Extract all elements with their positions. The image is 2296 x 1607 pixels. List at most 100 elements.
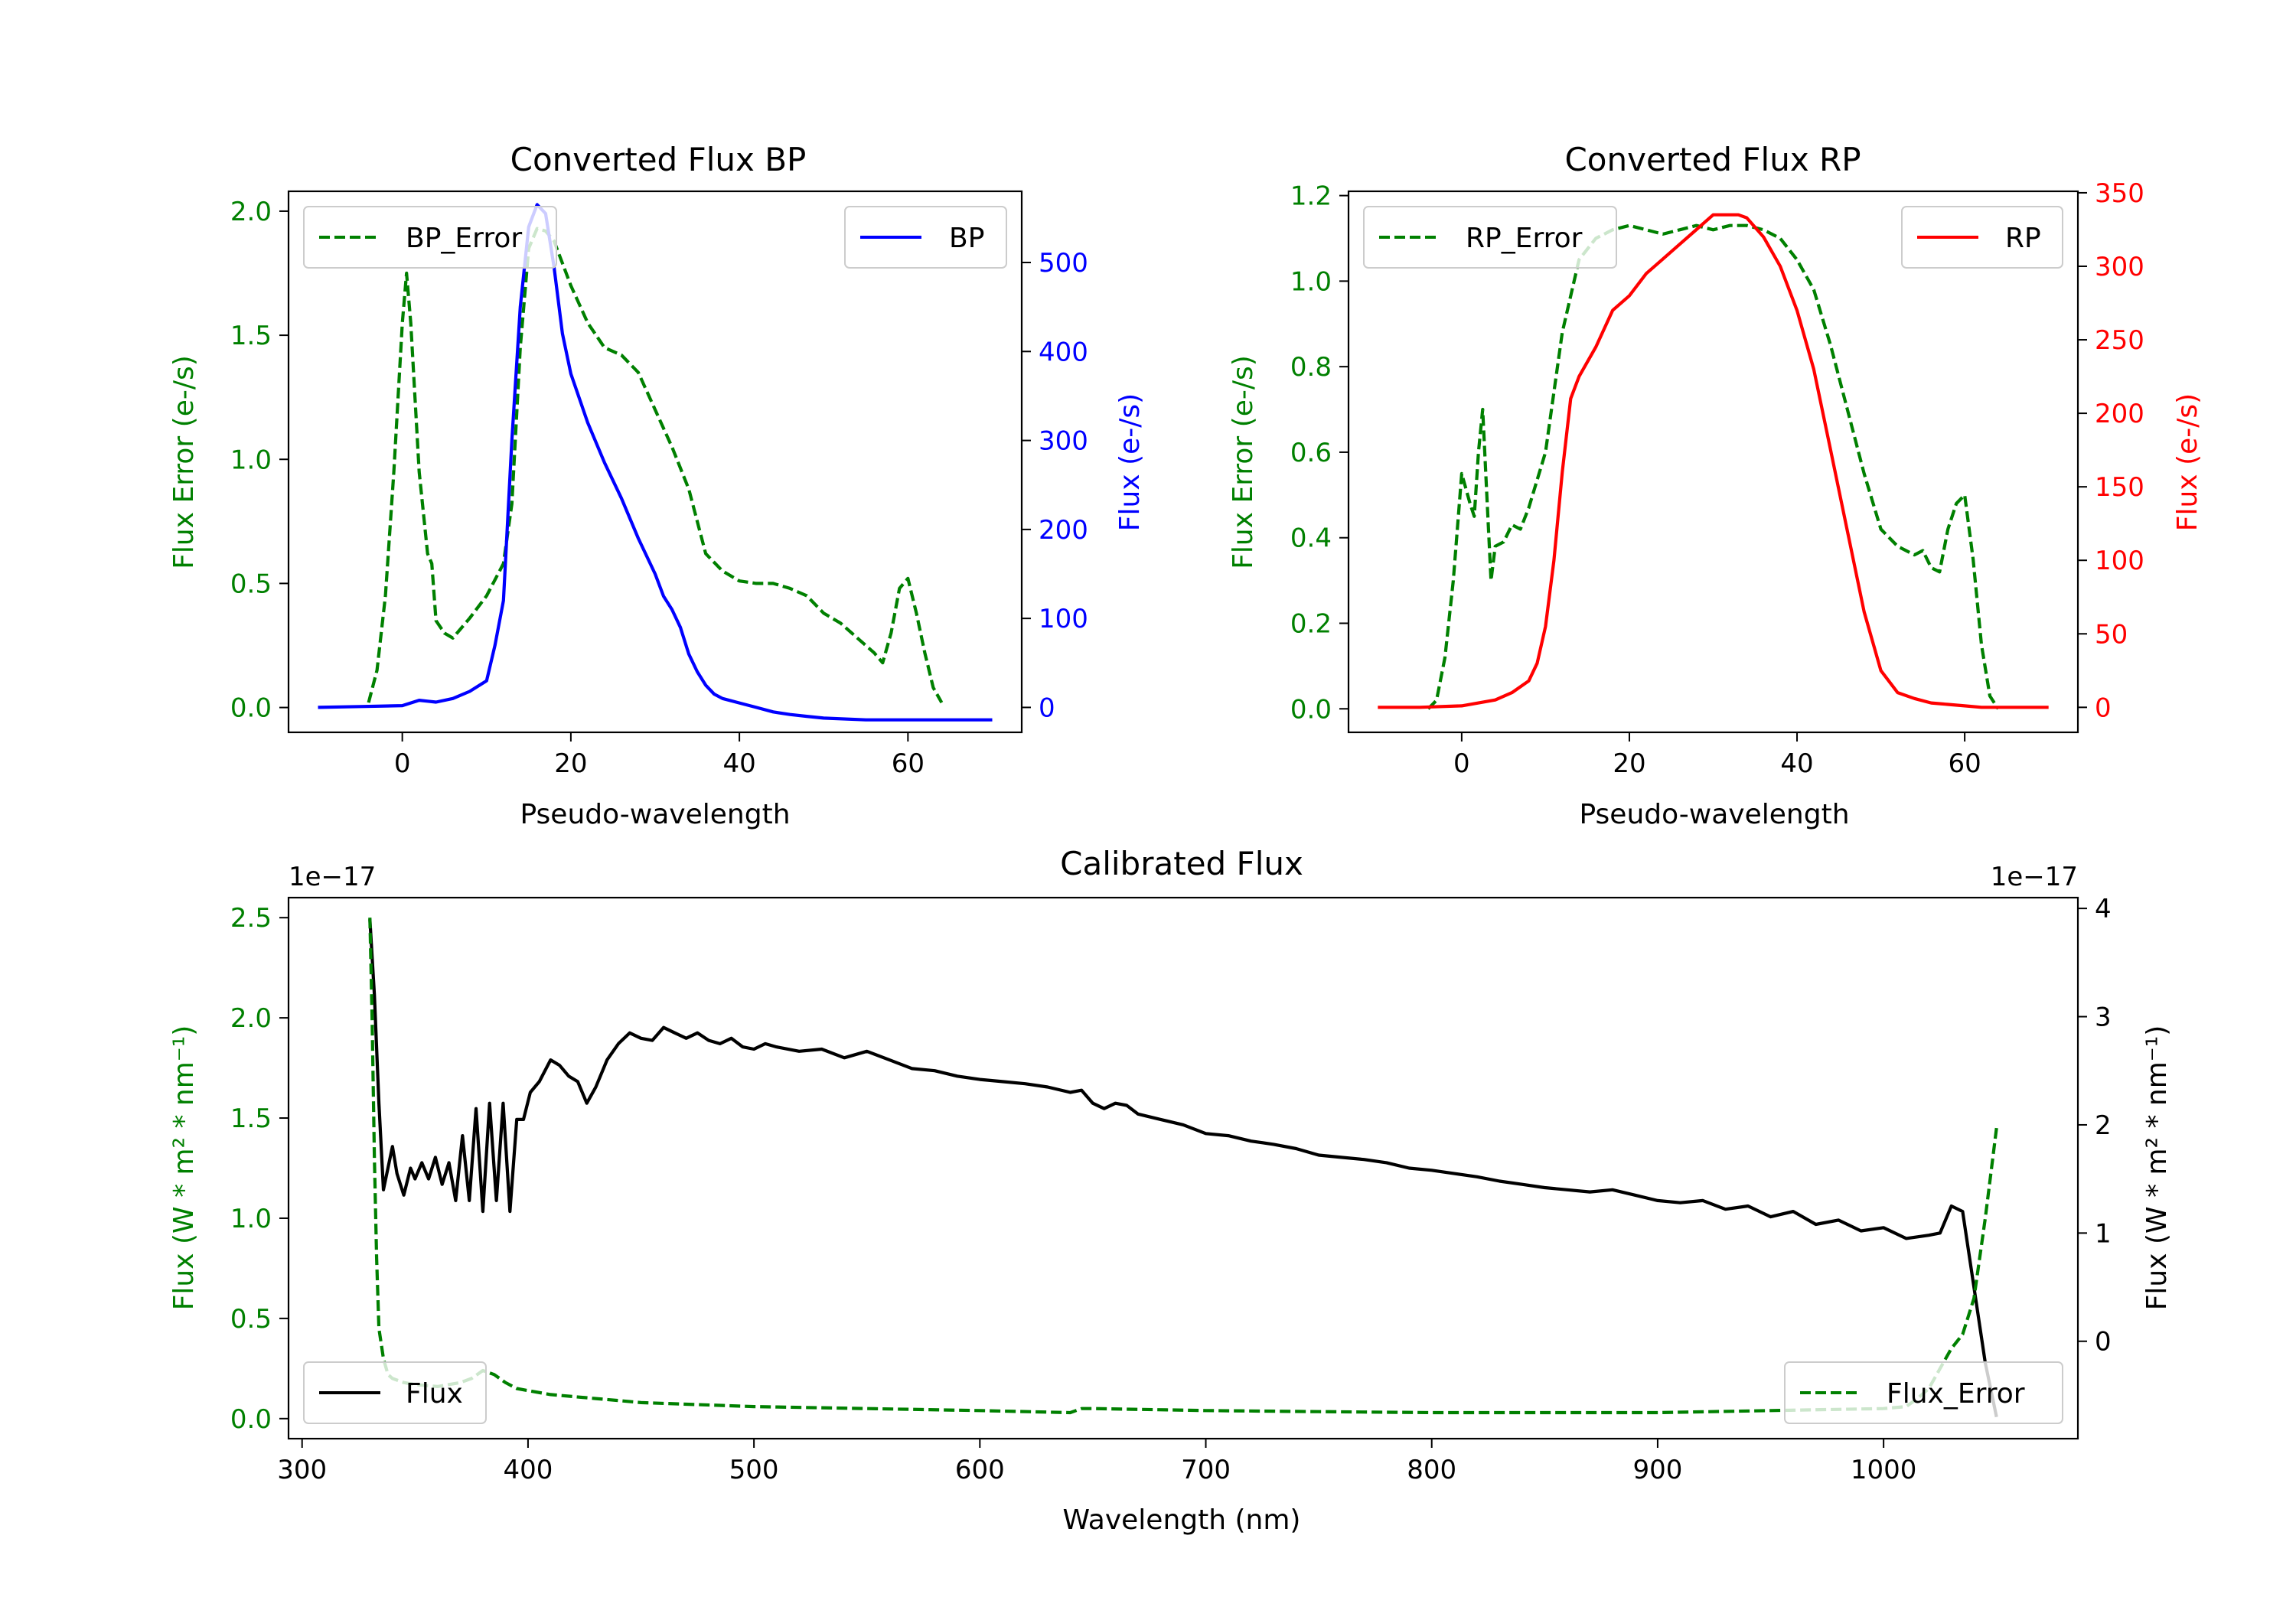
bp-series-bp-error — [367, 227, 944, 704]
rp-axes-frame — [1347, 190, 2079, 734]
rp-yticks-left: 0.0 0.2 0.4 0.6 0.8 1.0 1.2 — [1290, 181, 1349, 725]
cal-title: Calibrated Flux — [1060, 845, 1303, 882]
cal-xtick-label: 600 — [955, 1455, 1005, 1485]
bp-legend-flux-label: BP — [949, 223, 984, 254]
cal-xtick-label: 400 — [503, 1455, 553, 1485]
rp-xtick-label: 40 — [1780, 748, 1813, 779]
bp-legend-error-label: BP_Error — [406, 223, 522, 254]
rp-ytick-left-label: 0.0 — [1290, 694, 1332, 725]
bp-xtick-label: 20 — [554, 748, 587, 779]
rp-ytick-left-label: 1.2 — [1290, 181, 1332, 212]
bp-ytick-right-label: 100 — [1039, 604, 1088, 634]
cal-ytick-left-label: 2.0 — [230, 1003, 272, 1034]
rp-xtick-label: 20 — [1613, 748, 1645, 779]
rp-ytick-right-label: 350 — [2095, 178, 2144, 209]
cal-yticks-right: 0 1 2 3 4 — [2078, 894, 2112, 1358]
cal-yticks-left: 0.0 0.5 1.0 1.5 2.0 2.5 — [230, 903, 289, 1435]
bp-xticks: 0 20 40 60 — [394, 732, 925, 779]
cal-ytick-right-label: 1 — [2095, 1218, 2112, 1249]
bp-ytick-left-label: 1.0 — [230, 445, 272, 475]
rp-ytick-right-label: 150 — [2095, 472, 2144, 503]
bp-series-bp — [318, 203, 993, 722]
bp-ylabel-right: Flux (e-/s) — [1114, 393, 1146, 531]
cal-legend-flux-label: Flux — [406, 1378, 463, 1410]
cal-xticks: 300 400 500 600 700 800 900 1000 — [277, 1439, 1916, 1485]
cal-legend-right: Flux_Error — [1784, 1361, 2063, 1424]
rp-xtick-label: 0 — [1453, 748, 1470, 779]
rp-ylabel-left: Flux Error (e-/s) — [1228, 355, 1259, 569]
rp-legend-error-label: RP_Error — [1466, 223, 1583, 254]
cal-ytick-right-label: 4 — [2095, 894, 2112, 924]
bp-ytick-left-label: 0.5 — [230, 569, 272, 599]
rp-yticks-right: 0 50 100 150 200 250 300 350 — [2078, 178, 2144, 723]
cal-xtick-label: 1000 — [1851, 1455, 1917, 1485]
rp-ytick-right-label: 200 — [2095, 399, 2144, 429]
cal-xtick-label: 900 — [1632, 1455, 1682, 1485]
bp-ytick-right-label: 500 — [1039, 248, 1088, 279]
rp-plot-area — [1378, 213, 2049, 710]
rp-ytick-left-label: 1.0 — [1290, 266, 1332, 297]
rp-ytick-left-label: 0.4 — [1290, 523, 1332, 554]
rp-ytick-right-label: 300 — [2095, 252, 2144, 282]
bp-legend-left: BP_Error — [303, 206, 557, 269]
rp-ytick-right-label: 100 — [2095, 546, 2144, 576]
cal-xtick-label: 300 — [277, 1455, 327, 1485]
bp-ytick-right-label: 300 — [1039, 426, 1088, 457]
bp-legend-right: BP — [844, 206, 1007, 269]
bp-plot-area — [318, 203, 993, 722]
bp-ylabel-left: Flux Error (e-/s) — [168, 355, 200, 569]
bp-ytick-right-label: 0 — [1039, 693, 1055, 723]
bp-yticks-left: 0.0 0.5 1.0 1.5 2.0 — [230, 197, 289, 724]
bp-xtick-label: 40 — [722, 748, 755, 779]
cal-ylabel-right: Flux (W * m² * nm⁻¹) — [2141, 1025, 2173, 1311]
cal-xlabel: Wavelength (nm) — [1063, 1504, 1301, 1536]
bp-axes-frame — [287, 190, 1023, 734]
rp-ytick-left-label: 0.2 — [1290, 608, 1332, 639]
cal-ytick-left-label: 0.0 — [230, 1404, 272, 1435]
cal-plot-area — [368, 918, 1998, 1418]
rp-ytick-left-label: 0.8 — [1290, 352, 1332, 383]
panel-calibrated: Calibrated Flux 1e−17 1e−17 Wavelength (… — [168, 845, 2173, 1536]
bp-xlabel: Pseudo-wavelength — [520, 799, 790, 830]
rp-series-rp-error — [1427, 223, 2000, 710]
cal-ytick-right-label: 0 — [2095, 1327, 2112, 1358]
cal-ytick-left-label: 1.0 — [230, 1204, 272, 1234]
cal-xtick-label: 800 — [1407, 1455, 1456, 1485]
panel-rp: Converted Flux RP Pseudo-wavelength Flux… — [1228, 141, 2203, 830]
panel-bp: Converted Flux BP Pseudo-wavelength Flux… — [168, 141, 1146, 830]
bp-ytick-right-label: 200 — [1039, 515, 1088, 546]
cal-offset-left: 1e−17 — [289, 862, 376, 892]
bp-title: Converted Flux BP — [510, 141, 807, 178]
cal-xtick-label: 700 — [1181, 1455, 1231, 1485]
rp-ytick-right-label: 250 — [2095, 325, 2144, 356]
rp-ylabel-right: Flux (e-/s) — [2172, 393, 2203, 531]
cal-ytick-right-label: 2 — [2095, 1110, 2112, 1141]
cal-series-flux — [368, 919, 1998, 1418]
rp-xtick-label: 60 — [1948, 748, 1981, 779]
bp-ytick-left-label: 2.0 — [230, 197, 272, 227]
cal-xtick-label: 500 — [729, 1455, 779, 1485]
cal-ylabel-left: Flux (W * m² * nm⁻¹) — [168, 1025, 200, 1311]
rp-series-rp — [1378, 213, 2049, 709]
rp-xlabel: Pseudo-wavelength — [1579, 799, 1849, 830]
cal-legend-error-label: Flux_Error — [1887, 1378, 2025, 1410]
rp-legend-right: RP — [1901, 206, 2063, 269]
cal-legend-left: Flux — [303, 1361, 487, 1424]
rp-title: Converted Flux RP — [1564, 141, 1861, 178]
cal-ytick-left-label: 1.5 — [230, 1103, 272, 1134]
bp-ytick-left-label: 0.0 — [230, 693, 272, 724]
cal-offset-right: 1e−17 — [1991, 862, 2078, 892]
bp-xtick-label: 60 — [892, 748, 925, 779]
rp-xticks: 0 20 40 60 — [1453, 732, 1981, 779]
rp-ytick-right-label: 0 — [2095, 693, 2112, 723]
bp-xtick-label: 0 — [394, 748, 411, 779]
cal-series-flux-error — [368, 918, 1998, 1415]
cal-ytick-left-label: 0.5 — [230, 1304, 272, 1335]
rp-ytick-right-label: 50 — [2095, 619, 2128, 650]
bp-yticks-right: 0 100 200 300 400 500 — [1022, 248, 1088, 723]
cal-axes-frame — [287, 896, 2079, 1440]
bp-ytick-left-label: 1.5 — [230, 321, 272, 351]
bp-ytick-right-label: 400 — [1039, 337, 1088, 367]
rp-legend-left: RP_Error — [1363, 206, 1617, 269]
